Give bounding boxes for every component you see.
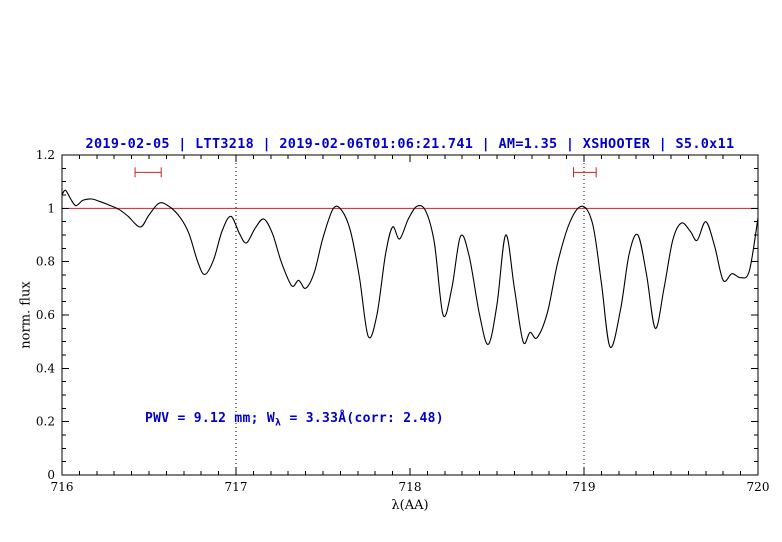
y-tick-label: 1.2 <box>36 148 55 162</box>
x-tick-label: 720 <box>747 480 770 494</box>
x-tick-label: 716 <box>51 480 74 494</box>
y-axis-label: norm. flux <box>18 281 34 349</box>
plot-title: 2019-02-05 | LTT3218 | 2019-02-06T01:06:… <box>85 136 735 152</box>
y-tick-label: 0.2 <box>36 415 55 429</box>
y-tick-label: 0.8 <box>36 255 55 269</box>
x-tick-label: 718 <box>399 480 422 494</box>
x-tick-label: 717 <box>225 480 248 494</box>
pwv-annotation: PWV = 9.12 mm; Wλ = 3.33Å(corr: 2.48) <box>145 411 444 429</box>
spectrum-line <box>61 189 759 348</box>
x-axis-label: λ(AA) <box>391 498 429 513</box>
x-tick-label: 719 <box>573 480 596 494</box>
pwv-annotation-subscript: λ <box>275 417 282 429</box>
pwv-annotation-suffix: = 3.33Å(corr: 2.48) <box>281 411 444 426</box>
y-tick-label: 1 <box>47 201 55 215</box>
y-tick-label: 0 <box>47 468 55 482</box>
y-tick-label: 0.4 <box>36 361 55 375</box>
y-tick-label: 0.6 <box>36 308 55 322</box>
pwv-annotation-prefix: PWV = 9.12 mm; W <box>145 411 276 426</box>
